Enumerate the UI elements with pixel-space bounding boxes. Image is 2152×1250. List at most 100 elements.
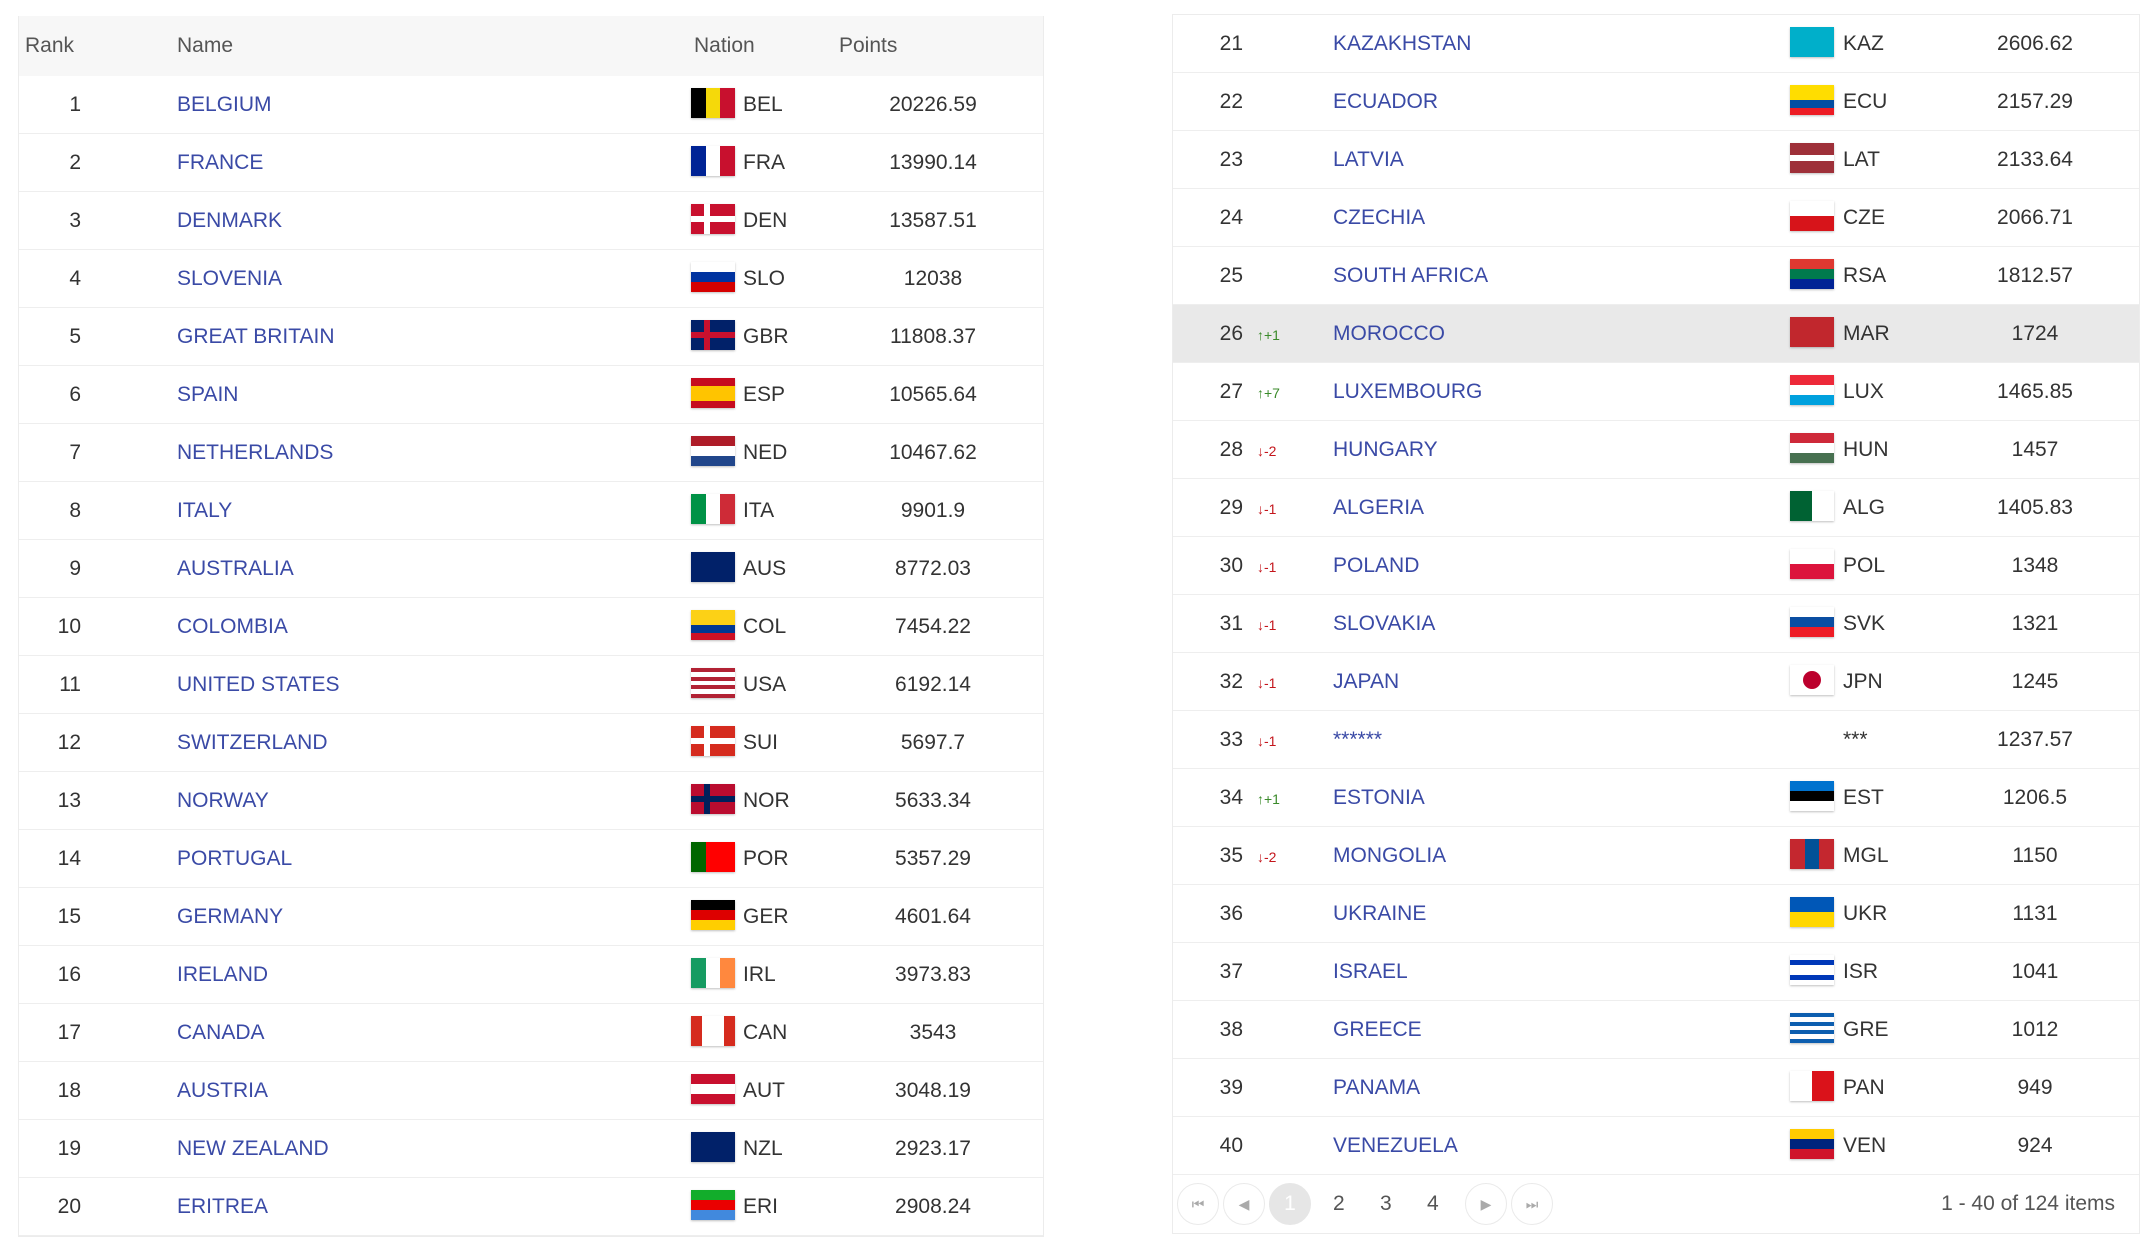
table-row[interactable]: 30 ↓-1 POLAND POL 1348 bbox=[1173, 537, 2139, 595]
country-name-link[interactable]: SOUTH AFRICA bbox=[1333, 264, 1489, 287]
country-name-link[interactable]: CZECHIA bbox=[1333, 206, 1426, 229]
country-name-link[interactable]: JAPAN bbox=[1333, 670, 1400, 693]
country-name-link[interactable]: UNITED STATES bbox=[177, 673, 340, 696]
table-row[interactable]: 19 NEW ZEALAND NZL 2923.17 bbox=[19, 1120, 1043, 1178]
table-row[interactable]: 20 ERITREA ERI 2908.24 bbox=[19, 1178, 1043, 1236]
country-name-link[interactable]: POLAND bbox=[1333, 554, 1420, 577]
country-name-link[interactable]: COLOMBIA bbox=[177, 615, 288, 638]
page-4-button[interactable]: 4 bbox=[1427, 1192, 1439, 1215]
table-row[interactable]: 27 ↑+7 LUXEMBOURG LUX 1465.85 bbox=[1173, 363, 2139, 421]
table-row[interactable]: 40 VENEZUELA VEN 924 bbox=[1173, 1117, 2139, 1175]
country-name-link[interactable]: CANADA bbox=[177, 1021, 265, 1044]
table-row[interactable]: 35 ↓-2 MONGOLIA MGL 1150 bbox=[1173, 827, 2139, 885]
country-name-link[interactable]: ****** bbox=[1333, 728, 1383, 751]
page-2-button[interactable]: 2 bbox=[1333, 1192, 1345, 1215]
country-name-link[interactable]: LATVIA bbox=[1333, 148, 1404, 171]
table-row[interactable]: 28 ↓-2 HUNGARY HUN 1457 bbox=[1173, 421, 2139, 479]
table-row[interactable]: 17 CANADA CAN 3543 bbox=[19, 1004, 1043, 1062]
country-name-link[interactable]: MOROCCO bbox=[1333, 322, 1445, 345]
table-row[interactable]: 21 KAZAKHSTAN KAZ 2606.62 bbox=[1173, 15, 2139, 73]
table-row[interactable]: 34 ↑+1 ESTONIA EST 1206.5 bbox=[1173, 769, 2139, 827]
page-3-button[interactable]: 3 bbox=[1380, 1192, 1392, 1215]
table-row[interactable]: 29 ↓-1 ALGERIA ALG 1405.83 bbox=[1173, 479, 2139, 537]
country-name-link[interactable]: SWITZERLAND bbox=[177, 731, 328, 754]
country-name-link[interactable]: SLOVENIA bbox=[177, 267, 283, 290]
country-name-link[interactable]: ECUADOR bbox=[1333, 90, 1439, 113]
country-name-link[interactable]: ERITREA bbox=[177, 1195, 269, 1218]
country-name-link[interactable]: IRELAND bbox=[177, 963, 269, 986]
table-row[interactable]: 8 ITALY ITA 9901.9 bbox=[19, 482, 1043, 540]
country-name-link[interactable]: VENEZUELA bbox=[1333, 1134, 1458, 1157]
table-row[interactable]: 13 NORWAY NOR 5633.34 bbox=[19, 772, 1043, 830]
header-name[interactable]: Name bbox=[177, 34, 234, 57]
table-row[interactable]: 39 PANAMA PAN 949 bbox=[1173, 1059, 2139, 1117]
table-row[interactable]: 6 SPAIN ESP 10565.64 bbox=[19, 366, 1043, 424]
country-name-link[interactable]: KAZAKHSTAN bbox=[1333, 32, 1472, 55]
country-name-link[interactable]: MONGOLIA bbox=[1333, 844, 1447, 867]
country-name-link[interactable]: UKRAINE bbox=[1333, 902, 1427, 925]
country-name-link[interactable]: SLOVAKIA bbox=[1333, 612, 1436, 635]
table-row[interactable]: 15 GERMANY GER 4601.64 bbox=[19, 888, 1043, 946]
table-row[interactable]: 23 LATVIA LAT 2133.64 bbox=[1173, 131, 2139, 189]
table-row[interactable]: 25 SOUTH AFRICA RSA 1812.57 bbox=[1173, 247, 2139, 305]
table-row[interactable]: 3 DENMARK DEN 13587.51 bbox=[19, 192, 1043, 250]
country-name-link[interactable]: AUSTRIA bbox=[177, 1079, 269, 1102]
table-row[interactable]: 38 GREECE GRE 1012 bbox=[1173, 1001, 2139, 1059]
last-page-button[interactable]: ⏭ bbox=[1511, 1183, 1553, 1225]
country-name-link[interactable]: ITALY bbox=[177, 499, 233, 522]
country-name-link[interactable]: LUXEMBOURG bbox=[1333, 380, 1483, 403]
table-row[interactable]: 7 NETHERLANDS NED 10467.62 bbox=[19, 424, 1043, 482]
country-name-link[interactable]: PORTUGAL bbox=[177, 847, 293, 870]
country-name-link[interactable]: NEW ZEALAND bbox=[177, 1137, 329, 1160]
page-1-button[interactable]: 1 bbox=[1269, 1183, 1311, 1225]
table-row[interactable]: 12 SWITZERLAND SUI 5697.7 bbox=[19, 714, 1043, 772]
nation-code: LUX bbox=[1843, 380, 1884, 403]
rank-cell: 5 bbox=[69, 325, 81, 348]
table-row[interactable]: 11 UNITED STATES USA 6192.14 bbox=[19, 656, 1043, 714]
table-row[interactable]: 26 ↑+1 MOROCCO MAR 1724 bbox=[1173, 305, 2139, 363]
country-name-link[interactable]: GERMANY bbox=[177, 905, 284, 928]
country-name-link[interactable]: NETHERLANDS bbox=[177, 441, 334, 464]
nation-code: RSA bbox=[1843, 264, 1887, 287]
country-name-link[interactable]: SPAIN bbox=[177, 383, 239, 406]
country-name-link[interactable]: FRANCE bbox=[177, 151, 264, 174]
nation-code: USA bbox=[743, 673, 787, 696]
table-row[interactable]: 2 FRANCE FRA 13990.14 bbox=[19, 134, 1043, 192]
table-row[interactable]: 37 ISRAEL ISR 1041 bbox=[1173, 943, 2139, 1001]
table-row[interactable]: 32 ↓-1 JAPAN JPN 1245 bbox=[1173, 653, 2139, 711]
country-name-link[interactable]: ESTONIA bbox=[1333, 786, 1425, 809]
table-row[interactable]: 5 GREAT BRITAIN GBR 11808.37 bbox=[19, 308, 1043, 366]
points-cell: 1012 bbox=[2011, 1018, 2059, 1041]
nation-code: POL bbox=[1843, 554, 1886, 577]
country-name-link[interactable]: GREAT BRITAIN bbox=[177, 325, 335, 348]
country-name-link[interactable]: HUNGARY bbox=[1333, 438, 1438, 461]
table-row[interactable]: 10 COLOMBIA COL 7454.22 bbox=[19, 598, 1043, 656]
country-name-link[interactable]: ISRAEL bbox=[1333, 960, 1408, 983]
header-nation[interactable]: Nation bbox=[694, 34, 755, 57]
country-name-link[interactable]: NORWAY bbox=[177, 789, 269, 812]
country-name-link[interactable]: ALGERIA bbox=[1333, 496, 1425, 519]
table-row[interactable]: 33 ↓-1 ****** *** 1237.57 bbox=[1173, 711, 2139, 769]
header-points[interactable]: Points bbox=[839, 34, 898, 57]
table-row[interactable]: 16 IRELAND IRL 3973.83 bbox=[19, 946, 1043, 1004]
next-page-button[interactable]: ▶ bbox=[1465, 1183, 1507, 1225]
table-row[interactable]: 18 AUSTRIA AUT 3048.19 bbox=[19, 1062, 1043, 1120]
points-cell: 10565.64 bbox=[889, 383, 977, 406]
table-row[interactable]: 36 UKRAINE UKR 1131 bbox=[1173, 885, 2139, 943]
table-row[interactable]: 24 CZECHIA CZE 2066.71 bbox=[1173, 189, 2139, 247]
flag-icon bbox=[691, 88, 735, 118]
table-row[interactable]: 4 SLOVENIA SLO 12038 bbox=[19, 250, 1043, 308]
table-row[interactable]: 31 ↓-1 SLOVAKIA SVK 1321 bbox=[1173, 595, 2139, 653]
table-row[interactable]: 1 BELGIUM BEL 20226.59 bbox=[19, 76, 1043, 134]
country-name-link[interactable]: BELGIUM bbox=[177, 93, 272, 116]
table-row[interactable]: 9 AUSTRALIA AUS 8772.03 bbox=[19, 540, 1043, 598]
country-name-link[interactable]: AUSTRALIA bbox=[177, 557, 294, 580]
prev-page-button[interactable]: ◀ bbox=[1223, 1183, 1265, 1225]
country-name-link[interactable]: PANAMA bbox=[1333, 1076, 1421, 1099]
header-rank[interactable]: Rank bbox=[25, 34, 75, 57]
table-row[interactable]: 14 PORTUGAL POR 5357.29 bbox=[19, 830, 1043, 888]
table-row[interactable]: 22 ECUADOR ECU 2157.29 bbox=[1173, 73, 2139, 131]
country-name-link[interactable]: GREECE bbox=[1333, 1018, 1422, 1041]
country-name-link[interactable]: DENMARK bbox=[177, 209, 283, 232]
first-page-button[interactable]: ⏮ bbox=[1177, 1183, 1219, 1225]
